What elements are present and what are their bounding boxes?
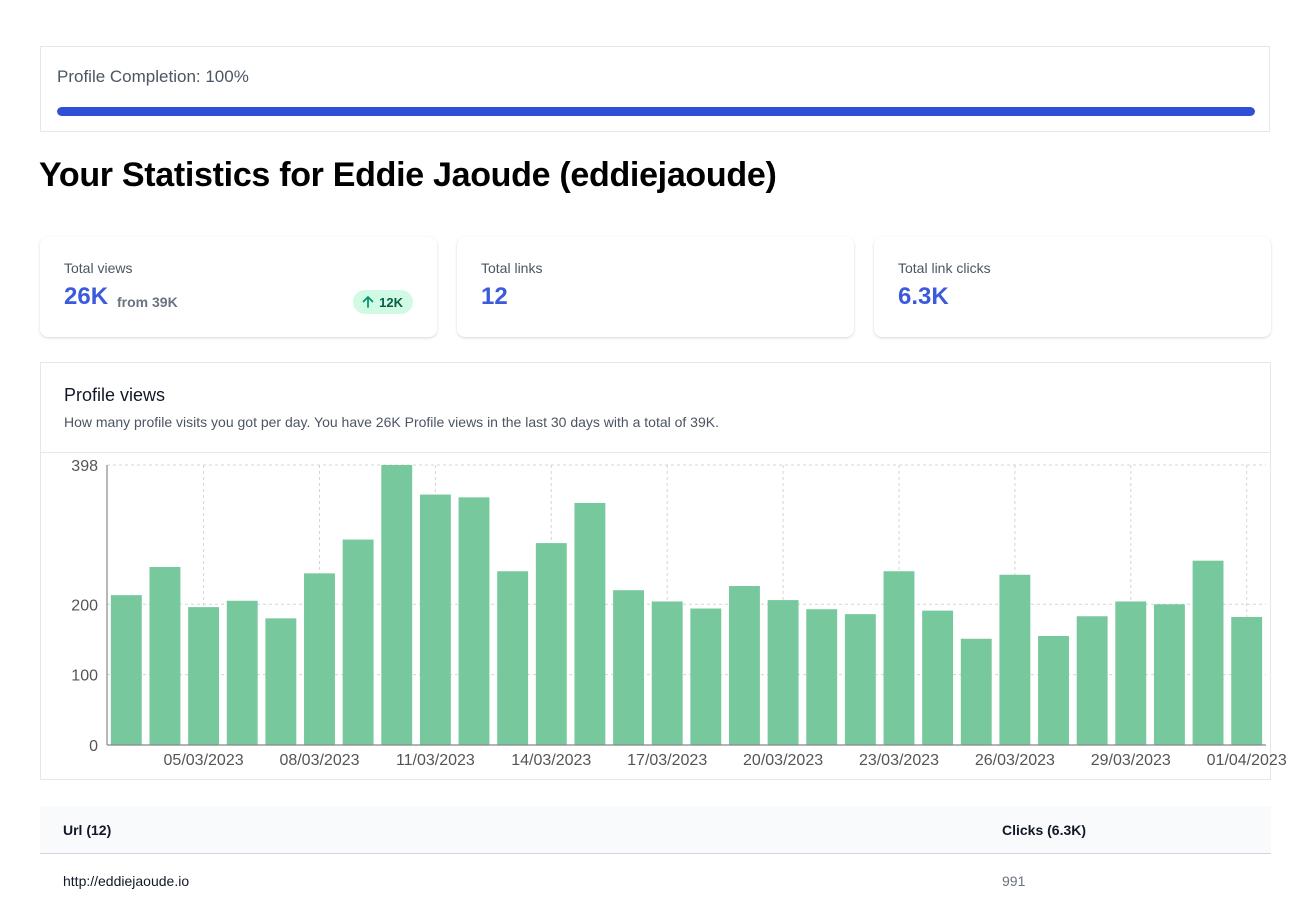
chart-bar xyxy=(497,571,529,745)
chart-bar xyxy=(1231,616,1263,745)
x-tick-label: 11/03/2023 xyxy=(396,752,475,769)
stat-label: Total views xyxy=(64,260,133,276)
profile-completion-fill xyxy=(57,107,1255,116)
chart-bar xyxy=(188,607,220,745)
chart-bar xyxy=(767,600,799,745)
chart-bar xyxy=(304,573,335,745)
chart-bar xyxy=(613,590,645,745)
chart-bar xyxy=(883,571,915,745)
profile-views-title: Profile views xyxy=(64,385,166,405)
chart-bar xyxy=(922,610,954,745)
profile-views-description: How many profile visits you got per day.… xyxy=(64,414,719,430)
chart-bar xyxy=(381,465,413,745)
chart-bar xyxy=(574,502,606,745)
stat-value: 12 xyxy=(481,283,508,310)
chart-bar xyxy=(999,574,1031,745)
chart-bar xyxy=(265,618,297,745)
profile-completion-label: Profile Completion: 100% xyxy=(57,67,249,86)
y-tick-label: 398 xyxy=(71,458,98,475)
x-tick-label: 29/03/2023 xyxy=(1091,752,1171,769)
y-tick-label: 0 xyxy=(89,738,98,755)
profile-views-header: Profile views How many profile visits yo… xyxy=(41,363,1270,453)
chart-bar xyxy=(419,494,451,745)
chart-bar xyxy=(960,638,992,745)
chart-bar xyxy=(226,600,258,745)
chart-bar xyxy=(458,497,490,745)
x-tick-label: 17/03/2023 xyxy=(627,752,707,769)
stat-card-total-links: Total links 12 xyxy=(457,237,854,337)
chart-bar xyxy=(342,539,374,745)
chart-bar xyxy=(844,614,876,745)
stat-label: Total links xyxy=(481,260,543,276)
y-tick-label: 200 xyxy=(71,597,98,614)
chart-bar xyxy=(110,595,142,745)
x-tick-label: 05/03/2023 xyxy=(164,752,244,769)
x-tick-label: 08/03/2023 xyxy=(279,752,359,769)
chart-bar xyxy=(535,543,567,745)
chart-bar xyxy=(149,567,181,745)
badge-value: 12K xyxy=(379,294,403,310)
x-tick-label: 20/03/2023 xyxy=(743,752,823,769)
chart-bar xyxy=(1192,560,1224,745)
page-title: Your Statistics for Eddie Jaoude (eddiej… xyxy=(39,156,777,194)
chart-bar xyxy=(1115,601,1147,745)
chart-bar xyxy=(806,609,838,745)
stat-value: 6.3K xyxy=(898,283,949,310)
x-tick-label: 14/03/2023 xyxy=(511,752,591,769)
x-tick-label: 01/04/2023 xyxy=(1207,752,1287,769)
column-header-url: Url (12) xyxy=(63,822,112,838)
profile-completion-bar xyxy=(57,107,1255,116)
chart-bar xyxy=(651,601,683,745)
links-table-header: Url (12) Clicks (6.3K) xyxy=(40,806,1271,854)
chart-bar xyxy=(1038,635,1069,745)
stat-label: Total link clicks xyxy=(898,260,991,276)
stat-card-total-link-clicks: Total link clicks 6.3K xyxy=(874,237,1271,337)
x-tick-label: 26/03/2023 xyxy=(975,752,1055,769)
x-tick-label: 23/03/2023 xyxy=(859,752,939,769)
row-clicks: 991 xyxy=(1002,873,1026,889)
stat-card-total-views: Total views 26K from 39K 12K xyxy=(40,237,437,337)
chart-bar xyxy=(690,608,722,745)
change-badge: 12K xyxy=(353,290,413,314)
profile-views-card: Profile views How many profile visits yo… xyxy=(40,362,1287,780)
profile-views-chart: 0 100 200 398 05/03/2023 08/03/2023 11/03/2023… xyxy=(71,458,1287,769)
chart-bar xyxy=(728,586,760,745)
arrow-up-icon xyxy=(362,296,374,308)
stat-sub: from 39K xyxy=(117,294,178,310)
row-url[interactable]: http://eddiejaoude.io xyxy=(63,873,190,889)
chart-bar xyxy=(1076,616,1108,745)
table-row[interactable]: http://eddiejaoude.io 991 xyxy=(40,854,1271,904)
y-tick-label: 100 xyxy=(71,668,98,685)
profile-completion-card: Profile Completion: 100% xyxy=(40,46,1270,132)
stat-value: 26K xyxy=(64,283,109,310)
column-header-clicks: Clicks (6.3K) xyxy=(1002,822,1087,838)
chart-bar xyxy=(1153,604,1185,745)
